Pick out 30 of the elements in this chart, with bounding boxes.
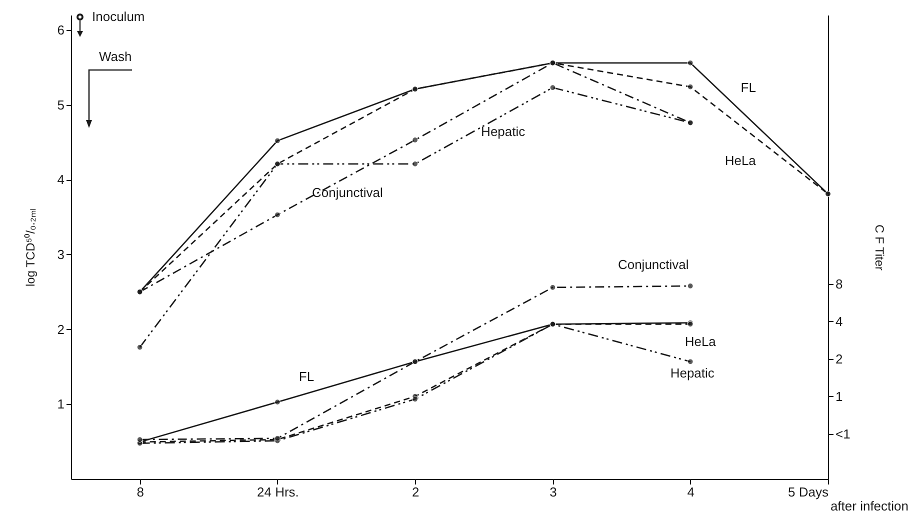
y2-tick-label: 1	[836, 388, 843, 404]
series-label: Conjunctival	[312, 184, 383, 200]
series-label: Conjunctival	[618, 256, 689, 272]
y-tick-label: 6	[57, 22, 64, 38]
x-tick-label: 2	[412, 484, 420, 500]
y2-tick-label: 2	[836, 351, 843, 366]
y-tick-label: 4	[57, 172, 64, 188]
y-tick-label: 3	[57, 246, 64, 262]
series-label: Hepatic	[670, 366, 715, 381]
annotation: Wash	[99, 49, 132, 64]
y2-tick-label: 4	[836, 314, 843, 329]
y-axis-title: log TCD⁵⁰/₀.₂ₘₗ	[23, 208, 38, 287]
x-axis-title: after infection	[830, 498, 908, 514]
x-tick-label: 5 Days	[788, 484, 829, 500]
y-tick-label: 2	[57, 322, 64, 337]
series-label: HeLa	[684, 334, 717, 350]
y2-axis-title: C F Titer	[872, 224, 886, 271]
x-tick-label: 24 Hrs.	[257, 484, 299, 500]
series-label: FL	[298, 369, 314, 384]
x-tick-label: 4	[687, 484, 694, 500]
y2-tick-label: 8	[836, 276, 843, 292]
y-tick-label: 5	[57, 97, 64, 112]
annotation: Inoculum	[92, 9, 145, 24]
series-label: FL	[740, 80, 756, 95]
y2-tick-label: <1	[836, 426, 850, 442]
y-tick-label: 1	[57, 396, 64, 412]
series-label: HeLa	[724, 152, 757, 168]
x-tick-label: 3	[550, 484, 557, 500]
series-label: Hepatic	[481, 124, 526, 139]
x-tick-label: 8	[136, 484, 144, 500]
